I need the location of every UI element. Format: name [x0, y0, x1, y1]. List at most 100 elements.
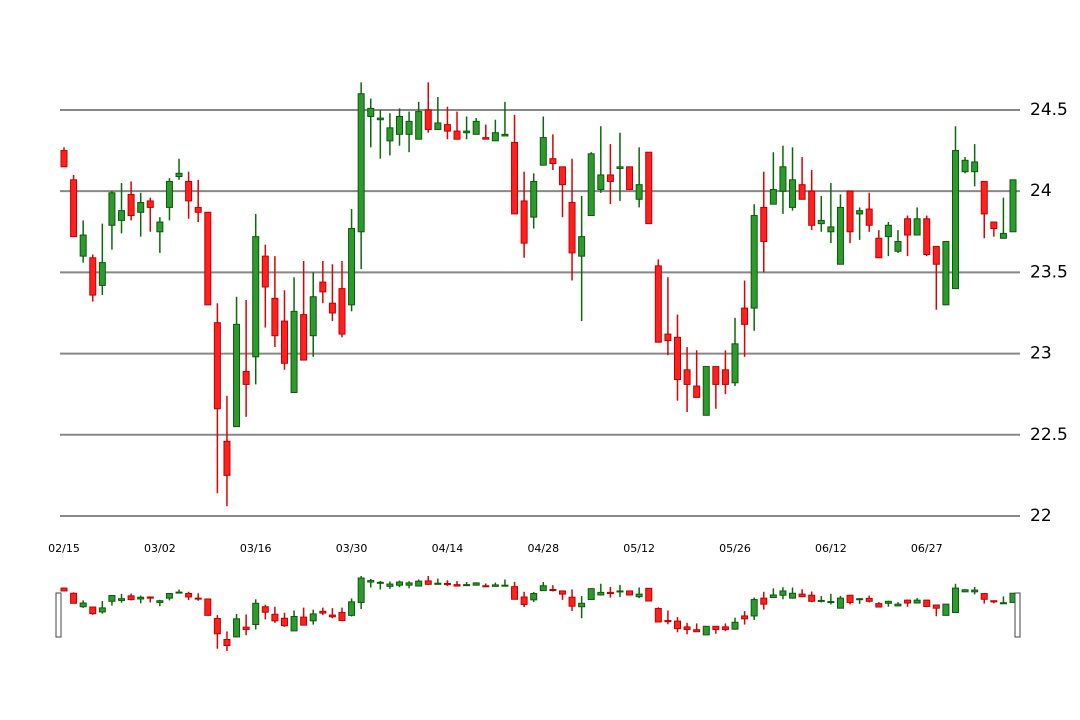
candle-body — [108, 595, 116, 602]
candle-body — [396, 115, 404, 135]
candle-body — [942, 241, 950, 306]
candle-body — [415, 111, 423, 140]
candle-body — [89, 606, 97, 615]
candle-body — [626, 590, 634, 596]
candle-body — [951, 587, 959, 613]
candle-body — [328, 302, 336, 314]
candle-body — [520, 200, 528, 244]
candle-body — [405, 120, 413, 135]
candle-body — [194, 206, 202, 213]
candle-body — [836, 206, 844, 265]
x-tick-label: 03/16 — [240, 542, 272, 555]
candle-body — [597, 591, 605, 596]
candle-body — [156, 600, 164, 603]
candle-body — [587, 153, 595, 217]
x-tick-label: 06/27 — [911, 542, 943, 555]
candle-body — [472, 582, 480, 586]
candle-body — [971, 589, 979, 593]
candle-body — [999, 232, 1007, 239]
candle-body — [673, 336, 681, 381]
candle-body — [252, 602, 260, 626]
candle-body — [328, 614, 336, 618]
candle-body — [549, 158, 557, 165]
candle-body — [846, 594, 854, 603]
candle-body — [951, 150, 959, 290]
candle-body — [923, 599, 931, 607]
candle-body — [654, 265, 662, 343]
candle-body — [424, 109, 432, 130]
candle-body — [894, 603, 902, 607]
x-tick-label: 05/12 — [623, 542, 655, 555]
candle-body — [865, 597, 873, 602]
x-tick-label: 03/02 — [144, 542, 176, 555]
candle-body — [79, 602, 87, 608]
candle-body — [923, 218, 931, 256]
candle-body — [760, 206, 768, 243]
candle-body — [856, 210, 864, 215]
candle-body — [118, 598, 126, 601]
candle-body — [348, 228, 356, 306]
candle-body — [578, 236, 586, 257]
candle-body — [443, 582, 451, 586]
candle-body — [415, 580, 423, 587]
candle-body — [568, 202, 576, 254]
nav-handle-right[interactable] — [1014, 592, 1021, 638]
candle-body — [616, 590, 624, 593]
candle-body — [348, 601, 356, 616]
candle-body — [271, 613, 279, 622]
candle-body — [846, 190, 854, 233]
candle-body — [539, 137, 547, 166]
candle-body — [300, 314, 308, 361]
candle-body — [568, 596, 576, 607]
candle-body — [664, 620, 672, 623]
candle-body — [721, 626, 729, 630]
candle-body — [137, 596, 145, 600]
candle-body — [98, 607, 106, 613]
y-tick-label: 22.5 — [1030, 425, 1068, 445]
candle-body — [223, 440, 231, 476]
candle-body — [175, 591, 183, 594]
x-tick-label: 02/15 — [48, 542, 80, 555]
candle-body — [856, 598, 864, 601]
candle-body — [252, 236, 260, 358]
candle-body — [491, 132, 499, 142]
candle-body — [626, 166, 634, 191]
candle-body — [367, 580, 375, 583]
candle-body — [990, 221, 998, 230]
candle-body — [233, 618, 241, 638]
x-tick-label: 06/12 — [815, 542, 847, 555]
candle-body — [942, 603, 950, 616]
candle-body — [280, 320, 288, 364]
x-tick-label: 04/28 — [527, 542, 559, 555]
candle-body — [587, 588, 595, 601]
candle-body — [501, 133, 509, 137]
candle-body — [453, 130, 461, 140]
candle-body — [597, 174, 605, 191]
candle-body — [779, 166, 787, 192]
x-tick-label: 04/14 — [432, 542, 464, 555]
candle-body — [539, 585, 547, 592]
candle-body — [789, 179, 797, 208]
candle-body — [261, 255, 269, 288]
candle-body — [357, 577, 365, 603]
candle-body — [396, 581, 404, 586]
candle-body — [731, 621, 739, 630]
candle-body — [127, 193, 135, 217]
candle-body — [60, 587, 68, 592]
candle-body — [971, 161, 979, 173]
candle-body — [165, 180, 173, 208]
candle-body — [472, 120, 480, 135]
candle-body — [146, 596, 154, 599]
candle-body — [808, 594, 816, 602]
candle-body — [769, 189, 777, 205]
candle-body — [70, 592, 78, 604]
candle-body — [884, 600, 892, 604]
candle-body — [367, 107, 375, 117]
x-tick-label: 03/30 — [336, 542, 368, 555]
candle-body — [827, 601, 835, 604]
candle-body — [750, 215, 758, 309]
y-tick-label: 24.5 — [1030, 100, 1068, 120]
candle-body — [693, 629, 701, 633]
candle-body — [721, 369, 729, 385]
nav-handle-left[interactable] — [55, 592, 62, 638]
